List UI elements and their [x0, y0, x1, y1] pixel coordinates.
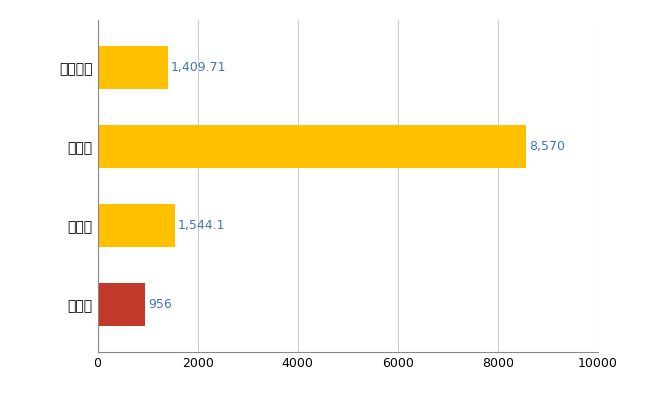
Bar	[98, 125, 526, 168]
Bar	[98, 204, 175, 247]
Bar	[98, 283, 146, 326]
Text: 1,409.71: 1,409.71	[171, 61, 227, 74]
Text: 1,544.1: 1,544.1	[178, 219, 226, 232]
Bar	[98, 46, 168, 89]
Text: 956: 956	[148, 298, 172, 311]
Text: 8,570: 8,570	[530, 140, 566, 153]
